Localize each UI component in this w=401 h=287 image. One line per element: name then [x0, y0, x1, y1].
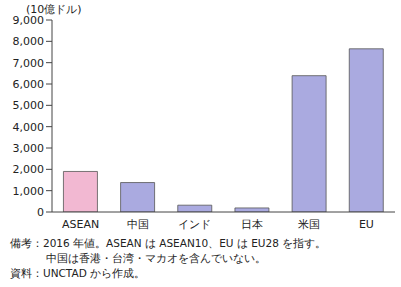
- svg-text:米国: 米国: [298, 218, 320, 231]
- svg-text:2,000: 2,000: [13, 163, 45, 176]
- svg-text:8,000: 8,000: [13, 35, 45, 48]
- html-text:備考：2016 年値。ASEAN は ASEAN10、EU: 備考：2016 年値。ASEAN は ASEAN10、EU は EU28 を指す…: [10, 237, 327, 249]
- svg-text:9,000: 9,000: [13, 14, 45, 27]
- svg-text:中国: 中国: [127, 218, 149, 231]
- svg-text:0: 0: [37, 206, 44, 219]
- svg-text:6,000: 6,000: [13, 78, 45, 91]
- svg-text:EU: EU: [359, 218, 374, 231]
- svg-text:4,000: 4,000: [13, 121, 45, 134]
- svg-text:5,000: 5,000: [13, 99, 45, 112]
- svg-text:ASEAN: ASEAN: [62, 218, 99, 231]
- svg-text:日本: 日本: [241, 218, 263, 231]
- html-text:中国は香港・台湾・マカオを含んでいない。: 中国は香港・台湾・マカオを含んでいない。: [46, 252, 266, 264]
- html-text:(10億ドル): (10億ドル): [26, 3, 82, 16]
- svg-text:3,000: 3,000: [13, 142, 45, 155]
- svg-text:インド: インド: [178, 218, 211, 231]
- svg-text:1,000: 1,000: [13, 185, 45, 198]
- html-text:資料：UNCTAD から作成。: 資料：UNCTAD から作成。: [10, 267, 146, 279]
- svg-text:7,000: 7,000: [13, 57, 45, 70]
